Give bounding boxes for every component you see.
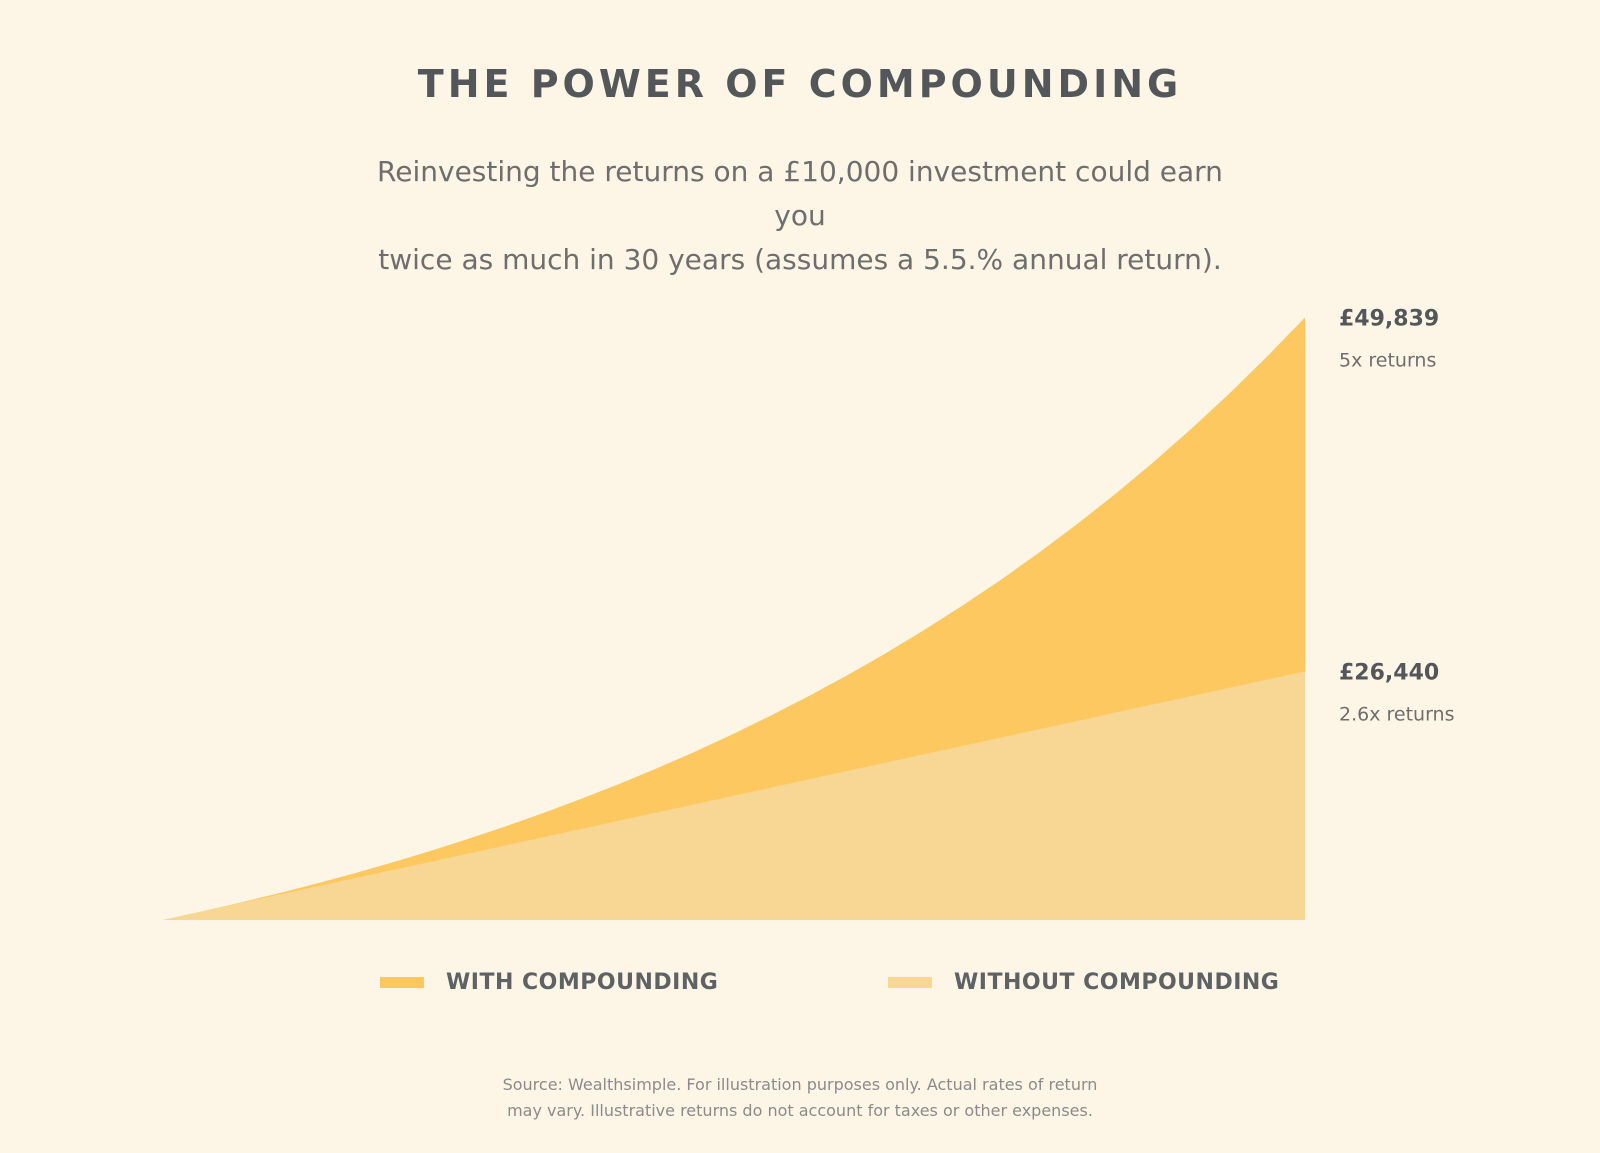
chart-title: THE POWER OF COMPOUNDING bbox=[417, 62, 1183, 106]
end-value-label-1: £26,440 bbox=[1339, 660, 1439, 685]
legend-swatch-without-compounding bbox=[888, 977, 932, 988]
legend-label-without-compounding: WITHOUT COMPOUNDING bbox=[954, 970, 1280, 995]
subtitle-line-1: Reinvesting the returns on a £10,000 inv… bbox=[377, 155, 1223, 232]
subtitle-line-2: twice as much in 30 years (assumes a 5.5… bbox=[378, 243, 1222, 276]
chart-legend: WITH COMPOUNDING WITHOUT COMPOUNDING bbox=[0, 970, 1600, 1010]
source-line-1: Source: Wealthsimple. For illustration p… bbox=[502, 1075, 1098, 1094]
legend-label-with-compounding: WITH COMPOUNDING bbox=[446, 970, 719, 995]
chart-subtitle: Reinvesting the returns on a £10,000 inv… bbox=[350, 150, 1250, 282]
legend-item-with-compounding: WITH COMPOUNDING bbox=[380, 970, 718, 995]
compounding-area-chart: £49,839 5x returns £26,440 2.6x returns bbox=[163, 306, 1455, 920]
end-value-label-0: £49,839 bbox=[1339, 306, 1439, 331]
legend-item-without-compounding: WITHOUT COMPOUNDING bbox=[888, 970, 1279, 995]
legend-swatch-with-compounding bbox=[380, 977, 424, 988]
end-returns-label-1: 2.6x returns bbox=[1339, 703, 1455, 725]
source-note: Source: Wealthsimple. For illustration p… bbox=[400, 1072, 1200, 1124]
end-returns-label-0: 5x returns bbox=[1339, 349, 1436, 371]
area-series-without-compounding bbox=[163, 671, 1305, 920]
source-line-2: may vary. Illustrative returns do not ac… bbox=[507, 1101, 1093, 1120]
